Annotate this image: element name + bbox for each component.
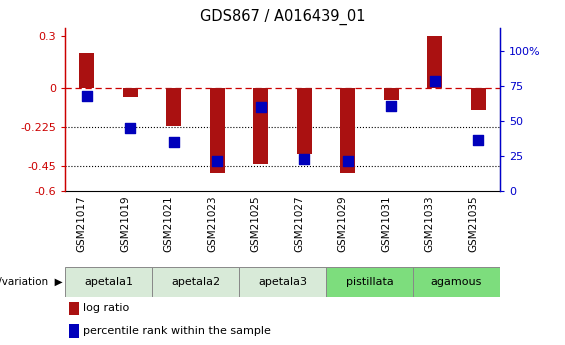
Text: GSM21027: GSM21027	[294, 195, 304, 252]
Text: GSM21017: GSM21017	[77, 195, 87, 252]
Title: GDS867 / A016439_01: GDS867 / A016439_01	[200, 9, 365, 25]
Bar	[427, 36, 442, 88]
Point	[343, 158, 352, 163]
Point	[82, 93, 92, 99]
Bar	[65, 267, 152, 297]
Bar	[166, 88, 181, 126]
Text: apetala2: apetala2	[171, 277, 220, 287]
Text: GSM21023: GSM21023	[207, 195, 217, 252]
Point	[169, 140, 178, 145]
Text: apetala3: apetala3	[258, 277, 307, 287]
Bar	[326, 267, 413, 297]
Bar	[69, 324, 79, 338]
Text: log ratio: log ratio	[83, 303, 129, 313]
Text: GSM21021: GSM21021	[164, 195, 174, 252]
Bar	[297, 88, 312, 154]
Point	[212, 158, 221, 163]
Bar	[123, 88, 138, 97]
Point	[430, 78, 439, 83]
Bar	[239, 267, 326, 297]
Text: genotype/variation  ▶: genotype/variation ▶	[0, 277, 62, 287]
Point	[125, 126, 134, 131]
Text: GSM21033: GSM21033	[425, 195, 435, 252]
Bar	[79, 53, 94, 88]
Text: GSM21029: GSM21029	[338, 195, 347, 252]
Bar	[253, 88, 268, 164]
Point	[386, 103, 396, 109]
Point	[299, 156, 308, 162]
Bar	[471, 88, 486, 110]
Bar	[210, 88, 225, 172]
Point	[473, 137, 483, 142]
Bar	[384, 88, 399, 100]
Text: GSM21031: GSM21031	[381, 195, 391, 252]
Point	[256, 105, 265, 110]
Text: GSM21019: GSM21019	[120, 195, 131, 252]
Bar	[69, 302, 79, 315]
Bar	[152, 267, 239, 297]
Text: apetala1: apetala1	[84, 277, 133, 287]
Text: percentile rank within the sample: percentile rank within the sample	[83, 326, 271, 336]
Text: GSM21025: GSM21025	[251, 195, 261, 252]
Bar	[340, 88, 355, 172]
Bar	[413, 267, 500, 297]
Text: pistillata: pistillata	[346, 277, 393, 287]
Text: agamous: agamous	[431, 277, 482, 287]
Text: GSM21035: GSM21035	[468, 195, 478, 252]
